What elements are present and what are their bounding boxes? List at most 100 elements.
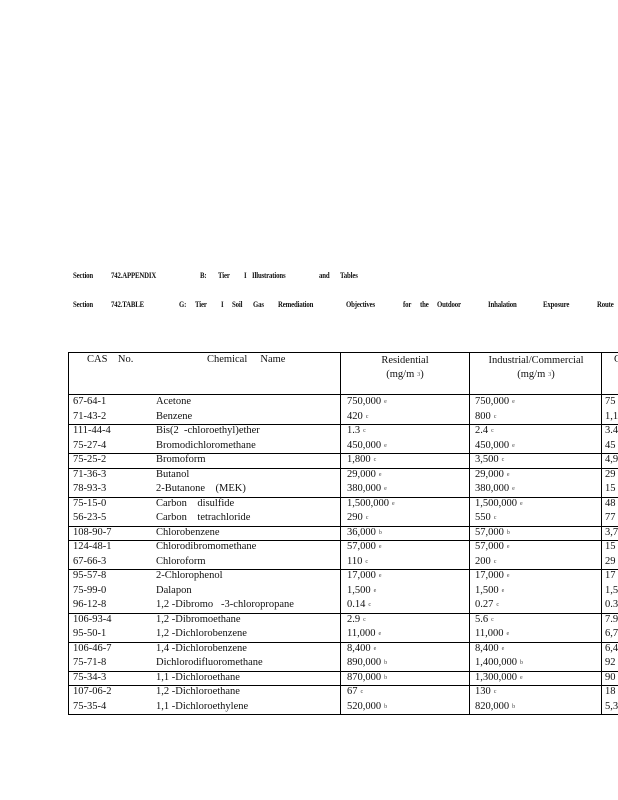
industrial-value: 1,400,000 b <box>475 656 523 671</box>
truncated-value-text: 29 <box>605 468 616 480</box>
truncated-value: 1,1 <box>605 410 618 425</box>
footnote-marker: c <box>363 428 366 434</box>
header-word: Route <box>597 299 614 309</box>
cas-number: 71-43-2 <box>73 410 106 425</box>
industrial-value-text: 200 <box>475 555 491 567</box>
truncated-value-text: 3,7 <box>605 526 618 538</box>
residential-value: 17,000 e <box>347 569 382 584</box>
cas-number-text: 67-64-1 <box>73 396 107 407</box>
truncated-value: 4,9 <box>605 453 618 468</box>
chemical-name: 2-Butanone (MEK) <box>156 482 246 497</box>
row-divider <box>69 453 618 454</box>
residential-value-text: 520,000 <box>347 700 382 712</box>
truncated-value: 3.4 <box>605 424 618 439</box>
residential-value: 870,000 b <box>347 671 387 686</box>
residential-value-text: 11,000 <box>347 628 376 639</box>
industrial-value-text: 1,500 <box>475 584 499 596</box>
chemical-name-text: Acetone <box>156 396 191 407</box>
industrial-value: 8,400 e <box>475 642 504 657</box>
chemical-name: Chlorodibromomethane <box>156 540 256 555</box>
truncated-value-text: 15 <box>605 483 616 494</box>
row-divider <box>69 468 618 469</box>
truncated-value: 6,7 <box>605 627 618 642</box>
truncated-value: 0.3 <box>605 598 618 613</box>
residential-value-text: 0.14 <box>347 599 366 610</box>
residential-value-text: 1.3 <box>347 425 361 436</box>
residential-value: 67 c <box>347 685 363 700</box>
chemical-name-text: Chloroform <box>156 555 206 567</box>
industrial-value: 1,300,000 e <box>475 671 523 686</box>
truncated-value-text: 1,1 <box>605 410 618 422</box>
footnote-marker: e <box>373 645 377 652</box>
industrial-value: 820,000 b <box>475 700 515 715</box>
column-header-chemical-name: Chemical Name <box>207 354 286 365</box>
cas-number: 75-35-4 <box>73 700 106 715</box>
truncated-value: 15 <box>605 482 616 497</box>
header-word: Remediation <box>278 299 314 309</box>
industrial-value: 450,000 e <box>475 439 515 454</box>
cas-number: 107-06-2 <box>73 685 112 700</box>
cas-number-text: 75-71-8 <box>73 657 107 668</box>
residential-value-text: 36,000 <box>347 526 376 538</box>
residential-value: 290 c <box>347 511 368 526</box>
chemical-name: 1,2 -Dibromo -3-chloropropane <box>156 598 294 613</box>
footnote-marker: e <box>512 442 515 449</box>
residential-value: 380,000 e <box>347 482 387 497</box>
header-word: B: <box>200 270 207 280</box>
chemical-name-text: Chlorobenzene <box>156 526 220 538</box>
cas-number-text: 111-44-4 <box>73 425 111 436</box>
truncated-value-text: 92 <box>605 657 616 668</box>
residential-value-text: 420 <box>347 410 363 422</box>
cas-number-text: 75-34-3 <box>73 671 107 683</box>
industrial-value-text: 5.6 <box>475 613 489 625</box>
chemical-name-text: Dichlorodifluoromethane <box>156 657 263 668</box>
residential-value-text: 57,000 <box>347 541 376 552</box>
industrial-value-text: 130 <box>475 686 491 697</box>
industrial-value: 200 c <box>475 555 496 570</box>
chemical-name-text: 1,2 -Dibromo -3-chloropropane <box>156 599 294 610</box>
truncated-value: 29 <box>605 468 616 483</box>
truncated-value-text: 4,9 <box>605 454 618 465</box>
column-header-cas: CAS No. <box>87 354 134 365</box>
industrial-value-text: 0.27 <box>475 599 494 610</box>
residential-value-text: 380,000 <box>347 483 382 494</box>
footnote-marker: c <box>493 558 497 565</box>
cas-number: 75-27-4 <box>73 439 106 454</box>
chemical-name-text: Bis(2 -chloroethyl)ether <box>156 425 260 436</box>
footnote-marker: b <box>512 703 516 710</box>
chemical-name-text: Carbon disulfide <box>156 497 235 509</box>
cas-number-text: 95-50-1 <box>73 628 107 639</box>
industrial-unit: (mg/m 3) <box>517 369 555 380</box>
truncated-value-text: 77 <box>605 512 616 523</box>
header-word: Outdoor <box>437 299 461 309</box>
cas-number: 106-46-7 <box>73 642 112 657</box>
truncated-value: 90 <box>605 671 616 686</box>
footnote-marker: e <box>384 399 387 405</box>
truncated-value-text: 6,7 <box>605 628 618 639</box>
cas-number: 78-93-3 <box>73 482 106 497</box>
truncated-value-text: 75 <box>605 396 616 407</box>
footnote-marker: c <box>491 428 494 434</box>
cas-number: 67-64-1 <box>73 395 106 410</box>
chemical-name: 1,4 -Dichlorobenzene <box>156 642 247 657</box>
footnote-marker: e <box>384 486 387 492</box>
residential-value: 890,000 b <box>347 656 387 671</box>
industrial-value: 0.27 c <box>475 598 499 613</box>
cas-number: 75-99-0 <box>73 584 106 599</box>
header-word: Illustrations <box>252 270 286 280</box>
header-word: the <box>420 299 429 309</box>
truncated-value: 75 <box>605 395 616 410</box>
residential-value: 57,000 e <box>347 540 382 555</box>
truncated-value-text: 48 <box>605 497 616 509</box>
footnote-marker: e <box>373 587 377 594</box>
cas-number-text: 96-12-8 <box>73 599 107 610</box>
cas-number: 95-57-8 <box>73 569 106 584</box>
truncated-value: 7.9 <box>605 613 618 628</box>
cas-number: 67-66-3 <box>73 555 106 570</box>
industrial-value-text: 29,000 <box>475 468 504 480</box>
footnote-marker: e <box>520 674 523 681</box>
footnote-marker: e <box>378 471 382 478</box>
truncated-value-text: 1,5 <box>605 584 618 596</box>
industrial-value: 57,000 b <box>475 526 510 541</box>
cas-number-text: 75-25-2 <box>73 454 107 465</box>
